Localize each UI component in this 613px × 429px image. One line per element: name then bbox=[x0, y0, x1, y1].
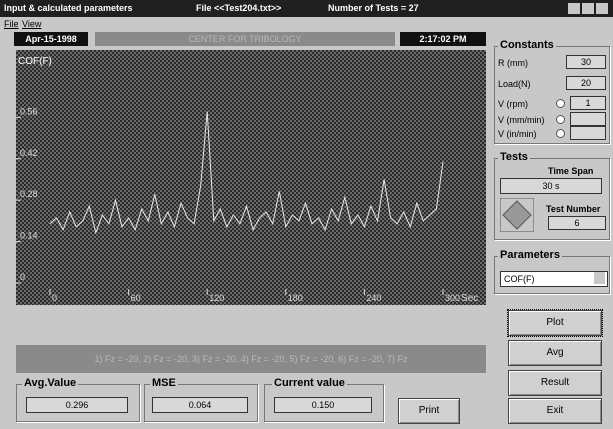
y-axis-label: COF(F) bbox=[18, 56, 52, 67]
plot-background bbox=[16, 50, 486, 305]
x-tick-label: 180 bbox=[288, 293, 303, 303]
y-tick-label: 0.28 bbox=[20, 189, 38, 199]
maximize-button[interactable] bbox=[582, 3, 594, 14]
x-tick-label: 240 bbox=[366, 293, 381, 303]
result-button[interactable]: Result bbox=[508, 370, 602, 396]
constant-label: R (mm) bbox=[498, 58, 528, 68]
test-number-label: Test Number bbox=[546, 204, 601, 214]
y-tick-label: 0.56 bbox=[20, 106, 38, 116]
minimize-button[interactable] bbox=[568, 3, 580, 14]
radio-selected[interactable] bbox=[556, 99, 565, 108]
stat-value: 0.296 bbox=[26, 397, 128, 413]
file-name: File <<Test204.txt>> bbox=[196, 3, 282, 13]
x-tick-label: 60 bbox=[131, 293, 141, 303]
avg-button[interactable]: Avg bbox=[508, 340, 602, 366]
constant-label: Load(N) bbox=[498, 79, 531, 89]
time: 2:17:02 PM bbox=[400, 32, 486, 46]
time-span-label: Time Span bbox=[548, 166, 594, 176]
constant-value[interactable]: 1 bbox=[570, 96, 606, 110]
dropdown-arrow[interactable] bbox=[594, 272, 605, 284]
test-number: 6 bbox=[548, 216, 606, 230]
group-title: Tests bbox=[498, 151, 530, 163]
spin-control[interactable] bbox=[500, 198, 534, 232]
y-tick-label: 0.42 bbox=[20, 148, 38, 158]
constant-label: V (in/min) bbox=[498, 129, 537, 139]
menu-item[interactable]: File bbox=[4, 19, 19, 29]
x-axis-unit: Sec bbox=[461, 293, 478, 304]
x-tick-label: 300 bbox=[445, 293, 460, 303]
y-tick-label: 0 bbox=[20, 272, 25, 282]
time-span: 30 s bbox=[500, 178, 602, 194]
group-title: Constants bbox=[498, 39, 556, 51]
parameter-dropdown[interactable]: COF(F) bbox=[500, 271, 608, 287]
constant-label: V (rpm) bbox=[498, 99, 528, 109]
constant-value[interactable] bbox=[570, 112, 606, 126]
date: Apr-15-1998 bbox=[14, 32, 88, 46]
legend-strip: 1) Fz = -20, 2) Fz = -20, 3) Fz = -20, 4… bbox=[16, 345, 486, 373]
stat-label: Avg.Value bbox=[22, 377, 79, 389]
x-tick-label: 0 bbox=[52, 293, 57, 303]
constant-value[interactable] bbox=[570, 126, 606, 140]
window-title: Input & calculated parameters bbox=[4, 3, 133, 13]
constant-value[interactable]: 30 bbox=[566, 55, 606, 69]
print-button[interactable]: Print bbox=[398, 398, 460, 424]
stat-value: 0.064 bbox=[152, 397, 248, 413]
y-tick-label: 0.14 bbox=[20, 231, 38, 241]
group-title: Parameters bbox=[498, 249, 562, 261]
menu-item[interactable]: View bbox=[22, 19, 42, 29]
tests-group bbox=[494, 158, 610, 240]
x-tick-label: 120 bbox=[209, 293, 224, 303]
radio[interactable] bbox=[556, 115, 565, 124]
plot-button[interactable]: Plot bbox=[507, 309, 603, 337]
chart: COF(F) 0 0.14 0.28 0.42 0.56 0 60 120 180 240 300 S… bbox=[16, 50, 486, 305]
exit-button[interactable]: Exit bbox=[508, 398, 602, 424]
stat-value: 0.150 bbox=[274, 397, 372, 413]
constant-label: V (mm/min) bbox=[498, 115, 545, 125]
stat-group bbox=[144, 384, 258, 422]
stat-label: MSE bbox=[150, 377, 178, 389]
data-line bbox=[49, 111, 444, 235]
title-bar bbox=[0, 0, 613, 17]
banner: CENTER FOR TRIBOLOGY bbox=[95, 32, 395, 46]
stat-label: Current value bbox=[272, 377, 347, 389]
close-button[interactable] bbox=[596, 3, 608, 14]
radio[interactable] bbox=[556, 129, 565, 138]
test-count: Number of Tests = 27 bbox=[328, 3, 419, 13]
constant-value[interactable]: 20 bbox=[566, 76, 606, 90]
